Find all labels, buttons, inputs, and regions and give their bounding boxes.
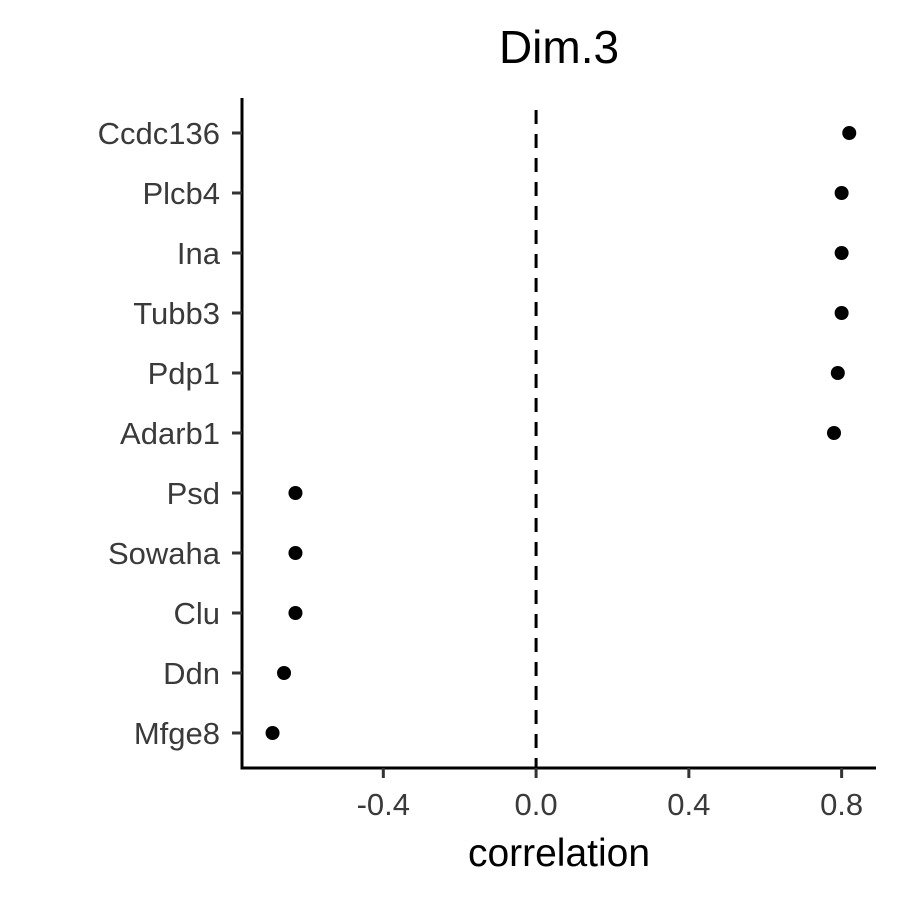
y-tick-label-plcb4: Plcb4: [142, 176, 220, 211]
y-tick-label-sowaha: Sowaha: [108, 536, 221, 571]
y-tick-label-ina: Ina: [177, 236, 221, 271]
point-ina: [834, 246, 849, 260]
point-ddn: [277, 666, 292, 680]
point-mfge8: [265, 726, 280, 740]
y-tick-label-clu: Clu: [173, 596, 220, 631]
y-tick-label-tubb3: Tubb3: [133, 296, 220, 331]
y-tick-label-pdp1: Pdp1: [148, 356, 220, 391]
point-pdp1: [830, 366, 845, 380]
y-tick-label-ccdc136: Ccdc136: [98, 116, 220, 151]
x-tick-label-2: 0.4: [667, 787, 710, 822]
point-tubb3: [834, 306, 849, 320]
y-tick-label-adarb1: Adarb1: [120, 416, 220, 451]
point-clu: [288, 606, 303, 620]
x-tick-label-0: -0.4: [357, 787, 410, 822]
point-adarb1: [826, 426, 841, 440]
plot-area: Ccdc136 Plcb4 Ina Tubb3 Pdp1 Adarb1 Psd Sowaha C…: [98, 98, 876, 822]
point-ccdc136: [842, 126, 857, 140]
y-tick-label-psd: Psd: [167, 476, 220, 511]
x-tick-label-3: 0.8: [820, 787, 863, 822]
x-tick-label-1: 0.0: [515, 787, 558, 822]
y-tick-label-mfge8: Mfge8: [134, 716, 220, 751]
chart-title: Dim.3: [499, 21, 619, 73]
point-psd: [288, 486, 303, 500]
point-plcb4: [834, 186, 849, 200]
y-tick-label-ddn: Ddn: [163, 656, 220, 691]
point-sowaha: [288, 546, 303, 560]
x-axis-label: correlation: [468, 832, 650, 875]
